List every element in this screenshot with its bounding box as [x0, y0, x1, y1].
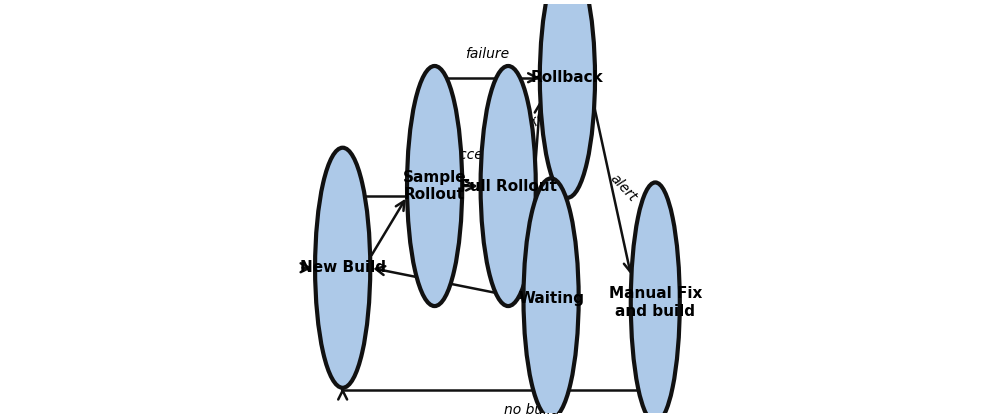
Text: failure: failure: [465, 48, 509, 61]
Ellipse shape: [540, 0, 595, 198]
Ellipse shape: [315, 148, 370, 388]
Ellipse shape: [481, 66, 536, 306]
Text: Manual Fix
and build: Manual Fix and build: [609, 286, 702, 319]
Text: Rollback: Rollback: [531, 70, 604, 85]
Text: no build: no build: [504, 403, 559, 417]
Text: failure: failure: [506, 109, 549, 147]
Text: alert: alert: [607, 171, 639, 204]
Text: Waiting: Waiting: [518, 291, 584, 306]
Text: Full Rollout: Full Rollout: [460, 178, 557, 193]
Text: Sample
Rollout: Sample Rollout: [403, 170, 466, 202]
Ellipse shape: [407, 66, 462, 306]
Ellipse shape: [523, 178, 579, 417]
Text: success: success: [516, 218, 563, 267]
Text: New Build: New Build: [300, 260, 386, 275]
Text: success: success: [444, 148, 499, 161]
Ellipse shape: [631, 183, 680, 417]
